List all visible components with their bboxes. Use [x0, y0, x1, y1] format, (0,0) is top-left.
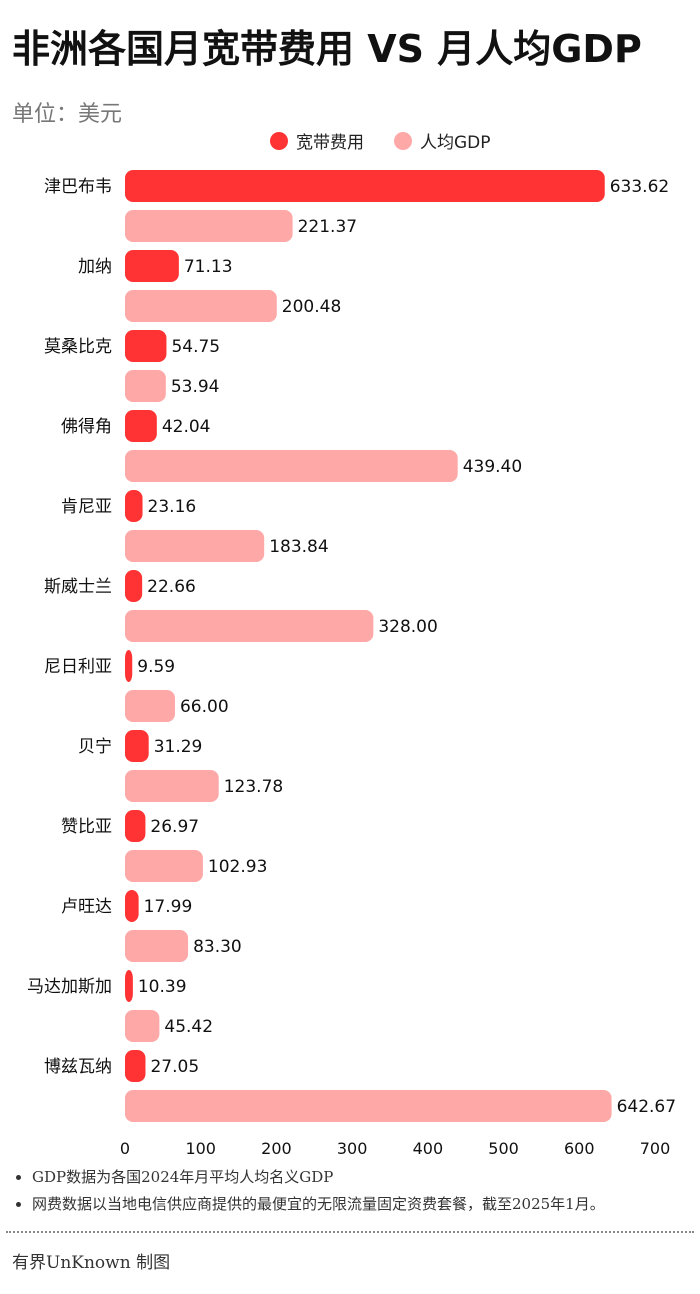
data-label: 83.30: [193, 937, 242, 957]
category-label: 博兹瓦纳: [44, 1057, 112, 1077]
bar-broadband: [125, 1050, 146, 1082]
x-tick-label: 400: [413, 1139, 444, 1158]
x-tick-label: 0: [120, 1139, 130, 1158]
category-label: 赞比亚: [61, 817, 112, 837]
legend-swatch-gdp: [394, 131, 412, 150]
x-tick-label: 300: [337, 1139, 368, 1158]
data-label: 102.93: [208, 857, 267, 877]
bar-chart: 津巴布韦 633.62 221.37 加纳 71.13 200.48 莫桑比克 54.75 53…: [27, 170, 676, 1158]
bar-gdp: [125, 1010, 160, 1042]
bar-broadband: [125, 330, 167, 362]
x-tick-label: 500: [488, 1139, 519, 1158]
bar-broadband: [125, 730, 149, 762]
bar-broadband: [125, 970, 133, 1002]
chart-title: 非洲各国月宽带费用 VS 月人均GDP: [12, 27, 642, 71]
bar-gdp: [125, 210, 293, 242]
note-item-broadband: 网费数据以当地电信供应商提供的最便宜的无限流量固定资费套餐，截至2025年1月。: [32, 1193, 605, 1214]
x-tick-label: 200: [261, 1139, 292, 1158]
legend-label-gdp: 人均GDP: [420, 133, 491, 153]
data-label: 45.42: [164, 1017, 213, 1037]
category-label: 佛得角: [61, 417, 112, 437]
bar-broadband: [125, 410, 157, 442]
data-label: 439.40: [463, 457, 522, 477]
bar-broadband: [125, 170, 605, 202]
bar-gdp: [125, 530, 265, 562]
bar-gdp: [125, 370, 166, 402]
data-label: 10.39: [138, 977, 187, 997]
legend-item-gdp: 人均GDP: [394, 128, 491, 153]
bar-gdp: [125, 690, 175, 722]
legend: 宽带费用 人均GDP: [270, 128, 521, 153]
bar-broadband: [125, 810, 146, 842]
data-label: 642.67: [617, 1097, 676, 1117]
data-label: 17.99: [144, 897, 193, 917]
bar-gdp: [125, 1090, 612, 1122]
legend-label-broadband: 宽带费用: [296, 133, 364, 153]
category-label: 尼日利亚: [44, 657, 112, 677]
credit: 有界UnKnown 制图: [12, 1253, 171, 1273]
data-label: 123.78: [224, 777, 283, 797]
data-label: 633.62: [610, 177, 669, 197]
category-label: 莫桑比克: [44, 337, 112, 357]
data-label: 9.59: [137, 657, 175, 677]
bar-gdp: [125, 770, 219, 802]
data-label: 71.13: [184, 257, 233, 277]
x-tick-label: 100: [185, 1139, 216, 1158]
data-label: 53.94: [171, 377, 220, 397]
data-label: 26.97: [150, 817, 199, 837]
bar-broadband: [125, 490, 143, 522]
bar-gdp: [125, 450, 458, 482]
data-label: 23.16: [148, 497, 197, 517]
notes: GDP数据为各国2024年月平均人均名义GDP 网费数据以当地电信供应商提供的最…: [12, 1166, 605, 1220]
category-label: 卢旺达: [61, 897, 112, 917]
data-label: 183.84: [269, 537, 328, 557]
category-label: 津巴布韦: [44, 177, 112, 197]
data-label: 66.00: [180, 697, 229, 717]
bar-broadband: [125, 250, 179, 282]
bar-gdp: [125, 290, 277, 322]
data-label: 31.29: [154, 737, 203, 757]
x-tick-label: 700: [640, 1139, 671, 1158]
data-label: 54.75: [171, 337, 220, 357]
bar-gdp: [125, 930, 189, 962]
data-label: 42.04: [162, 417, 211, 437]
bar-gdp: [125, 610, 374, 642]
bar-gdp: [125, 850, 203, 882]
bar-broadband: [125, 890, 139, 922]
category-label: 贝宁: [78, 737, 112, 757]
category-label: 肯尼亚: [61, 497, 112, 517]
category-label: 加纳: [78, 257, 112, 277]
data-label: 200.48: [282, 297, 341, 317]
legend-item-broadband: 宽带费用: [270, 128, 364, 153]
data-label: 221.37: [298, 217, 357, 237]
data-label: 27.05: [150, 1057, 199, 1077]
x-tick-label: 600: [564, 1139, 595, 1158]
note-item-gdp: GDP数据为各国2024年月平均人均名义GDP: [32, 1166, 605, 1187]
data-label: 22.66: [147, 577, 196, 597]
divider: [6, 1231, 694, 1233]
bar-broadband: [125, 570, 143, 602]
unit-label: 单位：美元: [12, 102, 123, 127]
legend-swatch-broadband: [270, 131, 288, 150]
category-label: 马达加斯加: [27, 977, 112, 997]
category-label: 斯威士兰: [44, 577, 112, 597]
bar-broadband: [125, 650, 133, 682]
data-label: 328.00: [378, 617, 437, 637]
